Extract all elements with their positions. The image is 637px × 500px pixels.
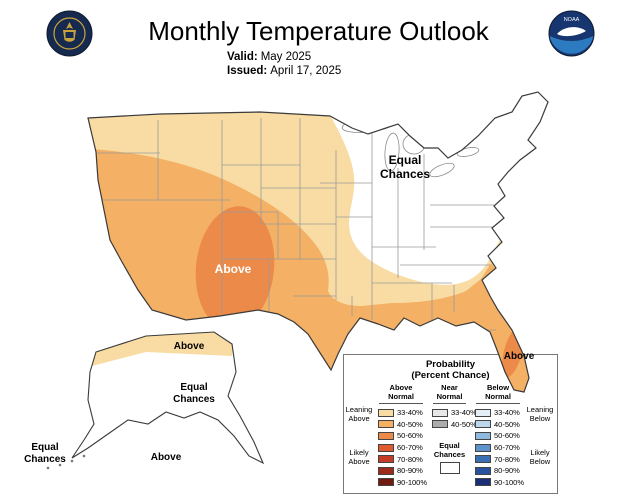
legend-swatch-above-70-80	[378, 455, 394, 464]
aleutian-islands-icon	[46, 454, 86, 470]
conus-outline	[87, 91, 549, 393]
lake-ontario-icon	[456, 147, 480, 157]
lake-michigan-icon	[384, 132, 400, 172]
leaning-above-label: Leaning Above	[345, 405, 373, 423]
eagle-icon	[66, 22, 73, 29]
legend-swatch-near-33-40	[432, 408, 448, 417]
issue-meta: Valid: May 2025 Issued: April 17, 2025	[227, 50, 341, 78]
legend-side-left: Leaning Above Likely Above	[344, 384, 374, 488]
seagull-icon	[557, 27, 586, 37]
label-above-alaska-north: Above	[174, 341, 205, 352]
near-normal-header: Near Normal	[433, 383, 466, 404]
great-lakes	[341, 117, 480, 178]
legend-swatch-near-40-50	[432, 420, 448, 429]
alaska-outline	[71, 331, 265, 465]
label-equal-chances-conus-line2: Chances	[380, 167, 430, 181]
legend-row: 33-40%	[374, 407, 428, 419]
legend-row: 60-70%	[471, 442, 525, 454]
issued-line: Issued: April 17, 2025	[227, 64, 341, 78]
legend-row: 90-100%	[374, 477, 428, 489]
valid-line: Valid: May 2025	[227, 50, 341, 64]
label-equal-chances-aleutians-line1: Equal	[31, 442, 58, 453]
label-equal-chances-conus-line1: Equal	[389, 153, 422, 167]
legend-swatch-above-33-40	[378, 408, 394, 417]
legend-swatch-below-60-70	[475, 443, 491, 452]
legend-swatch-below-33-40	[475, 408, 491, 417]
legend-title-line2: (Percent Chance)	[411, 370, 490, 381]
legend-row: 40-50%	[471, 419, 525, 431]
legend-row: 90-100%	[471, 477, 525, 489]
legend-swatch-below-50-60	[475, 431, 491, 440]
region-equal-chances-east	[316, 92, 548, 285]
alaska-above-40-50-strip	[72, 412, 263, 463]
equal-chances-swatch	[439, 462, 460, 475]
likely-above-label: Likely Above	[348, 448, 370, 466]
legend-swatch-below-80-90	[475, 466, 491, 475]
alaska-map	[46, 331, 265, 470]
legend-title: Probability (Percent Chance)	[344, 359, 557, 381]
legend-swatch-above-50-60	[378, 431, 394, 440]
legend-swatch-below-70-80	[475, 455, 491, 464]
commerce-seal-graphic	[46, 10, 93, 57]
legend-swatch-above-90-100	[378, 478, 394, 487]
legend-row: 70-80%	[374, 453, 428, 465]
alaska-above-33-40-strip	[90, 332, 233, 366]
label-equal-chances-alaska-line2: Chances	[173, 394, 215, 405]
legend-swatch-above-40-50	[378, 420, 394, 429]
state-borders	[95, 118, 497, 331]
label-above-alaska-south: Above	[151, 452, 182, 463]
leaning-below-label: Leaning Below	[526, 405, 554, 423]
region-above-50-60-core	[195, 206, 275, 330]
equal-chances-legend-label: Equal Chances	[433, 441, 466, 459]
legend-column-above: Above Normal 33-40% 40-50% 50-60% 60-70% …	[374, 383, 428, 489]
legend-row: 50-60%	[374, 430, 428, 442]
noaa-logo-graphic: NOAA	[548, 10, 595, 57]
label-equal-chances-alaska-line1: Equal	[180, 382, 207, 393]
valid-label: Valid:	[227, 51, 258, 63]
likely-below-label: Likely Below	[529, 448, 551, 466]
probability-legend: Probability (Percent Chance) Leaning Abo…	[343, 354, 558, 494]
legend-row: 40-50%	[374, 419, 428, 431]
issued-value: April 17, 2025	[270, 65, 342, 77]
above-normal-header: Above Normal	[379, 383, 423, 404]
legend-row: 33-40%	[428, 407, 477, 419]
legend-side-right: Leaning Below Likely Below	[525, 384, 555, 488]
valid-value: May 2025	[260, 51, 312, 63]
legend-grid: Leaning Above Likely Above Above Normal 3…	[344, 383, 557, 489]
legend-row: 80-90%	[374, 465, 428, 477]
legend-row: 70-80%	[471, 453, 525, 465]
label-above-conus-core: Above	[215, 262, 252, 276]
noaa-logo: NOAA	[548, 10, 595, 57]
legend-row: 80-90%	[471, 465, 525, 477]
lake-erie-icon	[429, 162, 455, 178]
page-title: Monthly Temperature Outlook	[148, 16, 489, 46]
legend-row: 60-70%	[374, 442, 428, 454]
below-normal-header: Below Normal	[476, 383, 520, 404]
lake-superior-icon	[341, 117, 395, 133]
issued-label: Issued:	[227, 65, 268, 77]
noaa-logo-text: NOAA	[564, 17, 580, 23]
legend-column-near: Near Normal 33-40% 40-50% Equal Chances	[428, 383, 477, 488]
legend-swatch-above-60-70	[378, 443, 394, 452]
legend-row: 40-50%	[428, 419, 477, 431]
alaska-base	[72, 332, 263, 463]
commerce-seal-logo	[46, 10, 93, 57]
lake-huron-icon	[402, 133, 426, 155]
legend-swatch-below-40-50	[475, 420, 491, 429]
legend-swatch-above-80-90	[378, 466, 394, 475]
legend-swatch-below-90-100	[475, 478, 491, 487]
legend-column-below: Below Normal 33-40% 40-50% 50-60% 60-70% …	[471, 383, 525, 489]
legend-row: 50-60%	[471, 430, 525, 442]
label-equal-chances-aleutians-line2: Chances	[24, 454, 66, 465]
legend-title-line1: Probability	[425, 359, 476, 370]
legend-row: 33-40%	[471, 407, 525, 419]
